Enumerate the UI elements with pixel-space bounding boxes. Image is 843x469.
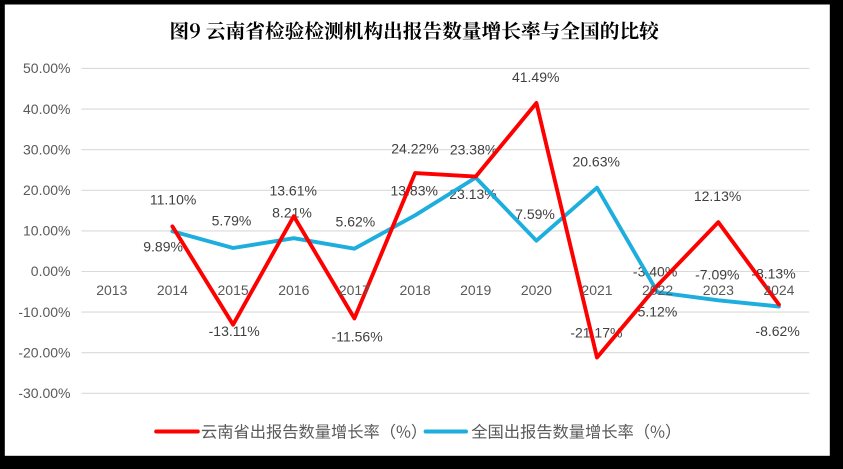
- svg-text:0.00%: 0.00%: [31, 263, 71, 279]
- svg-text:2017: 2017: [339, 282, 370, 298]
- svg-text:13.61%: 13.61%: [269, 183, 316, 199]
- svg-text:9.89%: 9.89%: [143, 239, 183, 255]
- svg-text:7.59%: 7.59%: [515, 206, 555, 222]
- svg-text:40.00%: 40.00%: [23, 101, 70, 117]
- svg-text:-7.09%: -7.09%: [695, 267, 739, 283]
- svg-text:13.83%: 13.83%: [390, 183, 437, 199]
- svg-text:2013: 2013: [96, 282, 127, 298]
- svg-text:11.10%: 11.10%: [150, 192, 196, 208]
- svg-text:2021: 2021: [581, 282, 612, 298]
- svg-text:2014: 2014: [157, 282, 188, 298]
- svg-text:20.63%: 20.63%: [572, 154, 619, 170]
- svg-text:8.21%: 8.21%: [272, 205, 312, 221]
- svg-text:-11.56%: -11.56%: [332, 329, 383, 345]
- svg-text:-30.00%: -30.00%: [18, 385, 70, 401]
- svg-text:5.62%: 5.62%: [336, 214, 376, 230]
- svg-text:-20.00%: -20.00%: [18, 344, 70, 360]
- svg-text:2016: 2016: [278, 282, 309, 298]
- svg-text:12.13%: 12.13%: [694, 188, 741, 204]
- svg-text:30.00%: 30.00%: [23, 141, 70, 157]
- svg-text:2024: 2024: [763, 282, 794, 298]
- svg-text:20.00%: 20.00%: [23, 182, 70, 198]
- svg-text:24.22%: 24.22%: [391, 141, 438, 157]
- svg-text:-21.17%: -21.17%: [570, 325, 622, 341]
- svg-text:-8.13%: -8.13%: [751, 266, 795, 282]
- svg-text:-8.62%: -8.62%: [755, 323, 799, 339]
- svg-text:50.00%: 50.00%: [23, 60, 70, 76]
- svg-text:-13.11%: -13.11%: [209, 323, 260, 339]
- svg-text:2015: 2015: [218, 282, 249, 298]
- svg-text:2018: 2018: [400, 282, 431, 298]
- svg-text:2022: 2022: [642, 282, 673, 298]
- svg-text:-10.00%: -10.00%: [18, 304, 70, 320]
- svg-text:23.38%: 23.38%: [450, 141, 497, 157]
- svg-text:2023: 2023: [703, 282, 734, 298]
- svg-text:2020: 2020: [521, 282, 552, 298]
- svg-text:5.79%: 5.79%: [212, 213, 252, 229]
- svg-text:2019: 2019: [460, 282, 491, 298]
- svg-text:10.00%: 10.00%: [23, 223, 70, 239]
- svg-text:-5.12%: -5.12%: [633, 303, 677, 319]
- svg-text:41.49%: 41.49%: [512, 69, 559, 85]
